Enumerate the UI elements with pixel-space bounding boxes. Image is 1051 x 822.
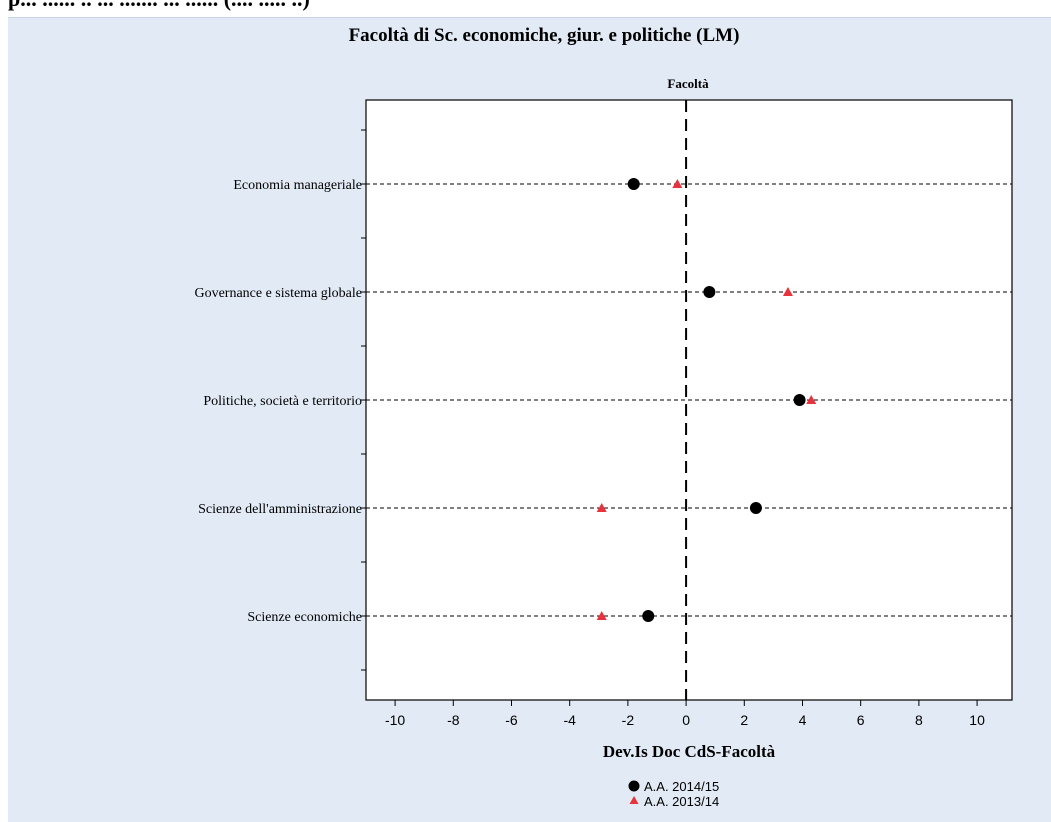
x-tick-label: 10 [969,712,985,728]
point-series-1 [596,503,607,512]
x-tick-label: 4 [799,712,807,728]
x-tick-label: 8 [915,712,923,728]
legend-label: A.A. 2013/14 [644,794,719,809]
y-ticks [361,129,366,671]
x-tick-label: -10 [385,712,405,728]
y-tick-label: Scienze economiche [247,610,362,625]
series-points [596,178,817,622]
point-series-0 [703,286,716,298]
x-tick-label: -8 [447,712,460,728]
y-tick-label: Governance e sistema globale [194,286,362,301]
legend-marker-0 [628,780,640,792]
x-tick-label: 6 [857,712,865,728]
point-series-1 [782,287,793,296]
x-tick-label: 2 [740,712,748,728]
x-axis-title: Dev.Is Doc CdS-Facoltà [603,742,776,761]
point-series-1 [672,179,683,188]
y-tick-label: Politiche, società e territorio [203,394,362,409]
y-labels: Economia manageriale Governance e sistema… [194,178,362,625]
y-tick-label: Scienze dell'amministrazione [198,502,362,517]
point-series-1 [806,395,817,404]
page-header-strip: p... ...... .. ... ....... ... ...... (.… [0,0,1051,20]
point-series-0 [642,610,655,622]
point-series-0 [793,394,806,406]
legend-label: A.A. 2014/15 [644,779,719,794]
legend-marker-1 [629,796,639,804]
chart-title: Facoltà di Sc. economiche, giur. e polit… [349,25,740,46]
x-tick-label: -4 [563,712,576,728]
legend: A.A. 2014/15A.A. 2013/14 [628,779,719,809]
x-labels: -10 -8 -6 -4 -2 0 2 4 6 8 10 [385,712,985,728]
point-series-0 [627,178,640,190]
row-lines [366,183,1012,617]
y-tick-label: Economia manageriale [233,178,362,193]
panel-label: Facoltà [667,76,709,91]
x-tick-label: 0 [682,712,690,728]
point-series-0 [749,502,762,514]
x-tick-label: -2 [622,712,635,728]
x-ticks [394,700,978,706]
x-tick-label: -6 [505,712,518,728]
point-series-1 [596,611,607,620]
page-header: p... ...... .. ... ....... ... ...... (.… [8,0,310,12]
